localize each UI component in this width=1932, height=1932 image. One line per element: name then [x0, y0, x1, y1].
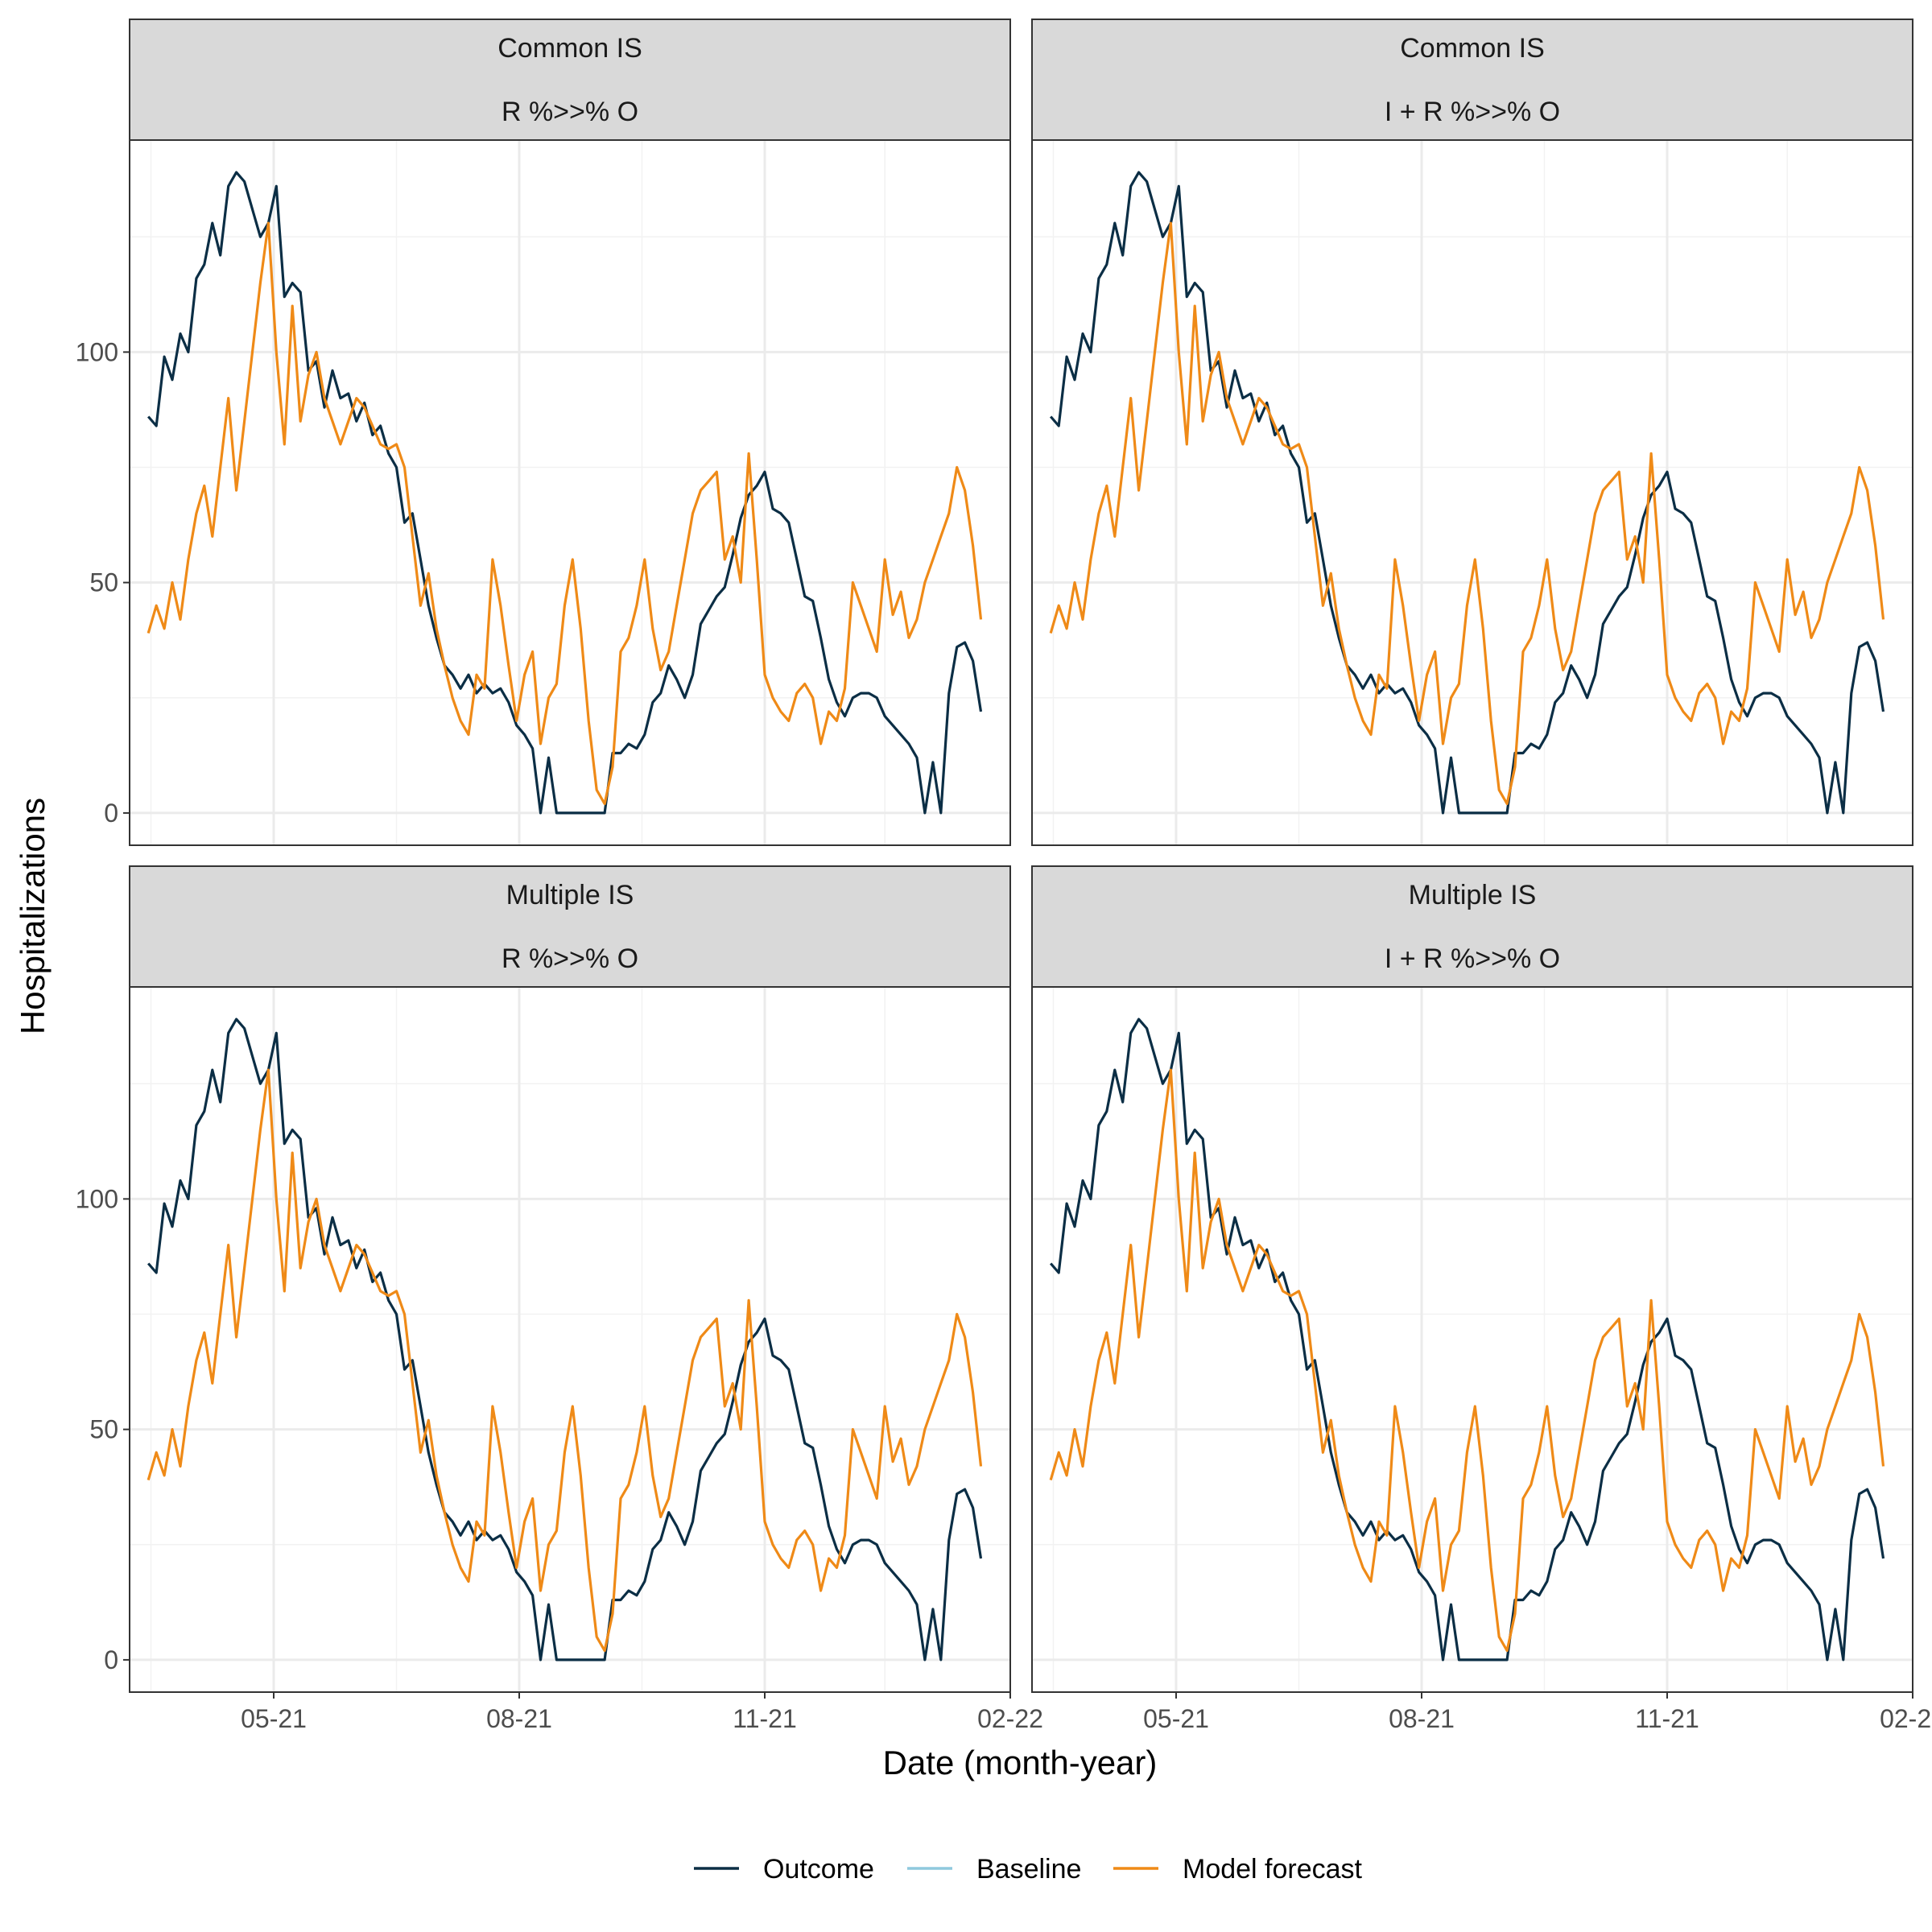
legend-item: Baseline [907, 1854, 1081, 1885]
legend-label: Outcome [763, 1854, 874, 1885]
panel-border [129, 986, 1011, 1693]
panel-background [1032, 140, 1913, 845]
facet-col-label: R %>>% O [502, 943, 638, 974]
series-line-model-forecast [147, 1068, 983, 1653]
facet-strip [1031, 865, 1913, 988]
series-line-outcome [147, 1018, 983, 1662]
facet-row-label: Common IS [497, 33, 642, 64]
facet-strip [129, 19, 1011, 141]
y-tick-label: 100 [76, 1184, 118, 1213]
series-line-outcome [1049, 1018, 1885, 1662]
legend-item: Outcome [694, 1854, 874, 1885]
legend-label: Baseline [976, 1854, 1081, 1885]
x-axis-title: Date (month-year) [883, 1744, 1158, 1781]
legend-label: Model forecast [1183, 1854, 1363, 1885]
panel-border [129, 139, 1011, 846]
facet-row-label: Multiple IS [1409, 880, 1537, 910]
facet-col-label: R %>>% O [502, 97, 638, 127]
y-tick-label: 50 [89, 568, 118, 597]
series-line-outcome [1049, 171, 1885, 815]
y-tick-label: 0 [104, 799, 118, 828]
panel-border [1031, 986, 1913, 1693]
facet-strip [129, 865, 1011, 988]
x-tick-label: 05-21 [241, 1704, 307, 1733]
y-tick-label: 50 [89, 1415, 118, 1444]
facet-panel: Multiple IS R %>>% O 0 50 100 05-21 08-21 11-21… [76, 865, 1043, 1733]
legend: Outcome Baseline Model forecast [694, 1854, 1363, 1885]
x-tick-label: 05-21 [1143, 1704, 1209, 1733]
facet-strip [1031, 19, 1913, 141]
panel-border [1031, 139, 1913, 846]
facet-panel: Common IS R %>>% O 0 50 100 [76, 19, 1011, 846]
series-line-model-forecast [1049, 1068, 1885, 1653]
panel-background [1032, 987, 1913, 1692]
y-tick-label: 0 [104, 1645, 118, 1674]
y-tick-label: 100 [76, 337, 118, 366]
facet-row-label: Common IS [1400, 33, 1545, 64]
series-line-outcome [147, 171, 983, 815]
y-axis-title: Hospitalizations [14, 798, 52, 1034]
x-tick-label: 11-21 [1635, 1704, 1699, 1733]
x-tick-label: 08-21 [486, 1704, 552, 1733]
facet-col-label: I + R %>>% O [1385, 97, 1560, 127]
facet-row-label: Multiple IS [506, 880, 634, 910]
facet-col-label: I + R %>>% O [1385, 943, 1560, 974]
series-line-model-forecast [147, 221, 983, 806]
legend-item: Model forecast [1113, 1854, 1363, 1885]
x-tick-label: 02-22 [1880, 1704, 1932, 1733]
x-tick-label: 11-21 [733, 1704, 796, 1733]
series-line-model-forecast [1049, 221, 1885, 806]
panel-background [130, 140, 1010, 845]
panel-background [130, 987, 1010, 1692]
facet-panel: Multiple IS I + R %>>% O 05-21 08-21 11-21 02… [1031, 865, 1932, 1733]
x-tick-label: 08-21 [1389, 1704, 1455, 1733]
facet-panel: Common IS I + R %>>% O [1031, 19, 1913, 846]
x-tick-label: 02-22 [977, 1704, 1043, 1733]
